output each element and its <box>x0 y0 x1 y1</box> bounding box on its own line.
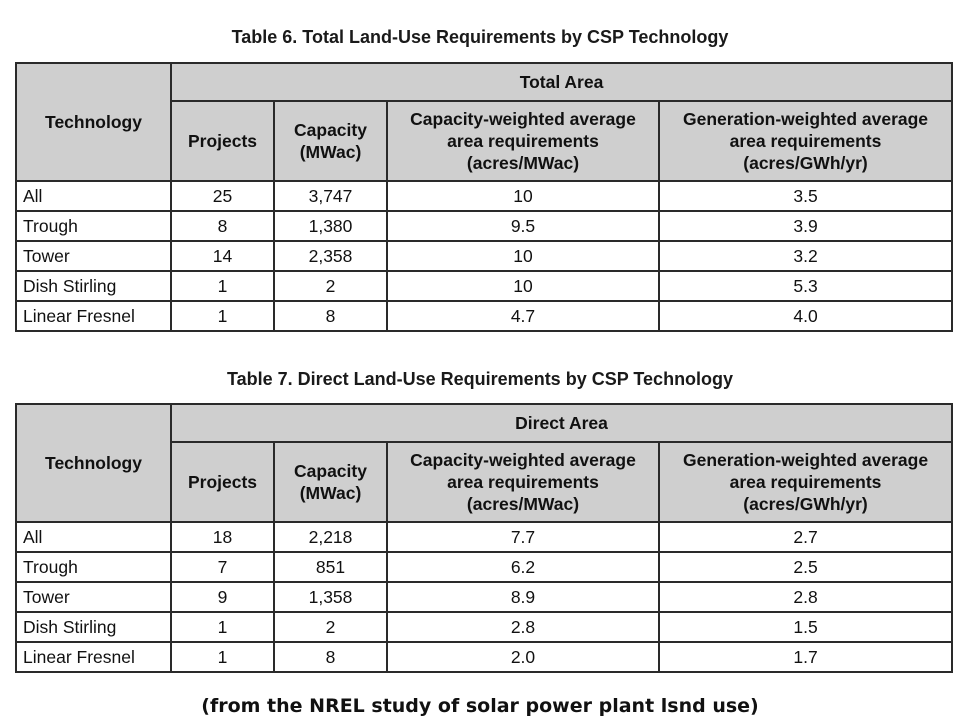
table-row: Tower 14 2,358 10 3.2 <box>15 240 954 272</box>
cell-capacity: 8 <box>273 300 388 332</box>
cell-technology: Linear Fresnel <box>15 641 172 673</box>
cell-capacity-weighted: 6.2 <box>386 551 660 583</box>
header-generation-weighted: Generation-weighted average area require… <box>657 441 954 523</box>
table6-caption: Table 6. Total Land-Use Requirements by … <box>231 27 729 47</box>
table-row: Linear Fresnel 1 8 2.0 1.7 <box>15 641 954 673</box>
cell-projects: 14 <box>170 240 275 272</box>
cell-capacity: 2 <box>273 611 388 643</box>
header-projects: Projects <box>170 441 275 523</box>
cell-projects: 1 <box>170 641 275 673</box>
cell-technology: Trough <box>15 210 172 242</box>
table-row: All 18 2,218 7.7 2.7 <box>15 521 954 553</box>
cell-capacity: 2,218 <box>273 521 388 553</box>
cell-generation-weighted: 1.7 <box>657 641 954 673</box>
table-row: Linear Fresnel 1 8 4.7 4.0 <box>15 300 954 332</box>
cell-projects: 1 <box>170 300 275 332</box>
table-row: Dish Stirling 1 2 2.8 1.5 <box>15 611 954 643</box>
cell-technology: Trough <box>15 551 172 583</box>
cell-technology: Dish Stirling <box>15 270 172 302</box>
cell-capacity: 1,380 <box>273 210 388 242</box>
cell-capacity: 3,747 <box>273 180 388 212</box>
cell-generation-weighted: 4.0 <box>657 300 954 332</box>
table-row: Trough 8 1,380 9.5 3.9 <box>15 210 954 242</box>
cell-projects: 1 <box>170 270 275 302</box>
header-direct-area: Direct Area <box>169 403 954 443</box>
table6-total-land-use: Technology Total Area Projects Capacity … <box>15 62 954 332</box>
cell-technology: All <box>15 521 172 553</box>
cell-generation-weighted: 2.8 <box>657 581 954 613</box>
cell-projects: 18 <box>170 521 275 553</box>
header-capacity-weighted: Capacity-weighted average area requireme… <box>386 100 660 182</box>
header-technology: Technology <box>15 62 172 182</box>
cell-projects: 9 <box>170 581 275 613</box>
cell-generation-weighted: 5.3 <box>657 270 954 302</box>
cell-projects: 8 <box>170 210 275 242</box>
cell-generation-weighted: 1.5 <box>657 611 954 643</box>
source-note: (from the NREL study of solar power plan… <box>201 695 759 717</box>
cell-capacity-weighted: 10 <box>386 240 660 272</box>
table-row: Tower 9 1,358 8.9 2.8 <box>15 581 954 613</box>
header-total-area: Total Area <box>169 62 954 102</box>
cell-capacity: 1,358 <box>273 581 388 613</box>
table-row: Trough 7 851 6.2 2.5 <box>15 551 954 583</box>
cell-capacity-weighted: 4.7 <box>386 300 660 332</box>
table7-direct-land-use: Technology Direct Area Projects Capacity… <box>15 403 954 673</box>
header-generation-weighted: Generation-weighted average area require… <box>657 100 954 182</box>
cell-projects: 7 <box>170 551 275 583</box>
cell-capacity: 851 <box>273 551 388 583</box>
cell-capacity-weighted: 9.5 <box>386 210 660 242</box>
cell-generation-weighted: 2.5 <box>657 551 954 583</box>
cell-capacity-weighted: 10 <box>386 180 660 212</box>
header-projects: Projects <box>170 100 275 182</box>
cell-capacity: 8 <box>273 641 388 673</box>
cell-generation-weighted: 3.5 <box>657 180 954 212</box>
table7-caption: Table 7. Direct Land-Use Requirements by… <box>226 369 734 389</box>
cell-capacity: 2 <box>273 270 388 302</box>
cell-technology: Dish Stirling <box>15 611 172 643</box>
cell-capacity-weighted: 2.0 <box>386 641 660 673</box>
cell-capacity: 2,358 <box>273 240 388 272</box>
cell-capacity-weighted: 2.8 <box>386 611 660 643</box>
header-capacity: Capacity (MWac) <box>273 441 388 523</box>
cell-technology: Tower <box>15 581 172 613</box>
cell-technology: All <box>15 180 172 212</box>
cell-capacity-weighted: 10 <box>386 270 660 302</box>
cell-generation-weighted: 3.9 <box>657 210 954 242</box>
cell-technology: Tower <box>15 240 172 272</box>
cell-capacity-weighted: 7.7 <box>386 521 660 553</box>
cell-capacity-weighted: 8.9 <box>386 581 660 613</box>
header-capacity-weighted: Capacity-weighted average area requireme… <box>386 441 660 523</box>
cell-technology: Linear Fresnel <box>15 300 172 332</box>
header-technology: Technology <box>15 403 172 523</box>
cell-projects: 1 <box>170 611 275 643</box>
cell-generation-weighted: 2.7 <box>657 521 954 553</box>
cell-generation-weighted: 3.2 <box>657 240 954 272</box>
table-row: Dish Stirling 1 2 10 5.3 <box>15 270 954 302</box>
header-capacity: Capacity (MWac) <box>273 100 388 182</box>
cell-projects: 25 <box>170 180 275 212</box>
table-row: All 25 3,747 10 3.5 <box>15 180 954 212</box>
